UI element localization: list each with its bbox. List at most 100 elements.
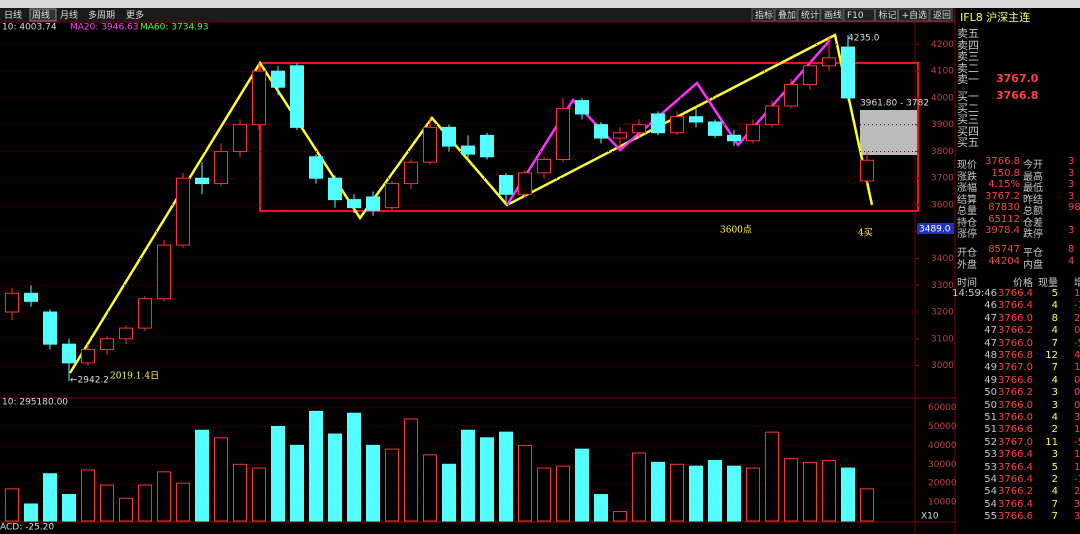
candle-body <box>290 65 304 128</box>
tool[interactable]: 画线 <box>824 9 842 21</box>
candle-body <box>214 150 228 185</box>
menu-bar <box>0 0 1080 8</box>
candle-body <box>746 124 760 142</box>
tool[interactable]: 返回 <box>933 9 951 21</box>
quote-value: 85747 <box>988 244 1020 255</box>
bid-label: 买五 <box>957 136 979 149</box>
tick-cell: -1 <box>1074 300 1080 312</box>
candle-body <box>841 46 855 99</box>
volume-bar <box>252 467 266 522</box>
ask-price: 3767.0 <box>996 72 1039 85</box>
candle-body <box>689 116 703 123</box>
tick-cell: 7 <box>1051 362 1058 374</box>
range-box <box>860 110 917 155</box>
tick-cell: 2 <box>1051 424 1058 436</box>
tick-cell: 3766.0 <box>998 399 1033 411</box>
candle-body <box>822 57 836 67</box>
tick-cell: 4 <box>1051 325 1058 337</box>
tick-cell: 49 <box>984 362 997 374</box>
volume-tick-label: 10000 <box>928 498 957 508</box>
tool[interactable]: 统计 <box>801 9 819 21</box>
tick-cell: 8 <box>1051 312 1058 324</box>
tick-cell: 3766.4 <box>998 449 1033 461</box>
toolbar <box>0 8 955 22</box>
tick-cell: 3766.0 <box>998 312 1033 324</box>
quote-value: 44204 <box>988 256 1020 267</box>
volume-bar <box>214 437 228 522</box>
candle-body <box>518 172 532 195</box>
quote-value: 150.8 <box>991 167 1020 179</box>
tab[interactable]: 周线 <box>32 9 50 21</box>
candle-body <box>632 124 646 134</box>
tick-cell: 3767.0 <box>998 436 1033 448</box>
quote-value: 65112 <box>988 213 1020 225</box>
tool[interactable]: 指标 <box>755 9 773 21</box>
quote-value: 87830 <box>988 202 1020 213</box>
tool-button <box>820 8 844 22</box>
tick-cell: 3 <box>1074 412 1080 423</box>
ask-label: 卖四 <box>957 38 979 52</box>
candle-body <box>176 177 190 246</box>
quote-label: 昨结 <box>1023 194 1043 206</box>
tick-cell: 3766.4 <box>998 474 1033 485</box>
quote-value: 3767.2 <box>985 190 1020 202</box>
tick-cell: 2 <box>1051 474 1058 485</box>
tool-button <box>875 8 898 22</box>
candle-body <box>157 244 171 300</box>
tool[interactable]: +自选 <box>902 9 928 21</box>
tool[interactable]: 标记 <box>879 9 897 21</box>
volume-bar <box>43 473 57 522</box>
tool[interactable]: 叠加 <box>778 10 796 21</box>
volume-bar <box>708 460 722 522</box>
candle-body <box>138 298 152 329</box>
ask-label: 卖三 <box>957 50 979 63</box>
y-tick-label: 3100 <box>931 334 954 344</box>
candle-body <box>43 311 57 345</box>
quote-label: 总额 <box>1023 206 1043 217</box>
tool-button <box>797 8 821 22</box>
volume-bar <box>727 465 741 522</box>
volume-bar <box>518 444 532 522</box>
candle-body <box>765 105 779 126</box>
candle-body <box>100 338 114 351</box>
volume-bar <box>347 412 361 522</box>
tick-cell: 3 <box>1074 498 1080 510</box>
candle-body <box>727 134 741 142</box>
volume-bar <box>404 418 418 522</box>
volume-bar <box>138 484 152 522</box>
tick-cell: 53 <box>984 461 997 473</box>
y-tick-label: 3700 <box>931 174 954 184</box>
tick-cell: 4 <box>1051 412 1058 423</box>
candle-body <box>613 132 627 139</box>
volume-bar <box>157 471 171 522</box>
volume-bar <box>689 465 703 522</box>
tick-cell: 5 <box>1051 288 1058 299</box>
tick-cell: 5 <box>1051 461 1058 473</box>
tick-cell: 47 <box>984 312 997 324</box>
tool[interactable]: F10 <box>847 11 864 21</box>
tab[interactable]: 月线 <box>60 9 78 21</box>
tick-cell: 3766.0 <box>998 412 1033 423</box>
candle-body <box>784 84 798 107</box>
tick-cell: 54 <box>984 486 997 498</box>
tick-cell: 3766.8 <box>998 350 1033 361</box>
volume-tick-label: 40000 <box>928 441 957 451</box>
candle-body <box>195 177 209 185</box>
quote-label: 涨跌 <box>957 171 977 183</box>
volume-bar <box>575 448 589 522</box>
quote-label: 跌停 <box>1023 229 1043 240</box>
date-annotation: 2019.1.4日 <box>110 371 159 382</box>
candle-body <box>803 65 817 86</box>
volume-bar <box>594 494 608 522</box>
tick-cell: 1 <box>1074 288 1080 299</box>
tool-button <box>774 8 798 22</box>
tick-cell: 1 <box>1074 424 1080 436</box>
tick-cell: 2 <box>1074 312 1080 324</box>
volume-bar <box>841 467 855 522</box>
tick-cell: 1 <box>1074 449 1080 461</box>
tab[interactable]: 多周期 <box>88 9 115 21</box>
tick-cell: 1 <box>1074 461 1080 473</box>
tab[interactable]: 日线 <box>4 9 22 21</box>
tab[interactable]: 更多 <box>126 9 144 21</box>
